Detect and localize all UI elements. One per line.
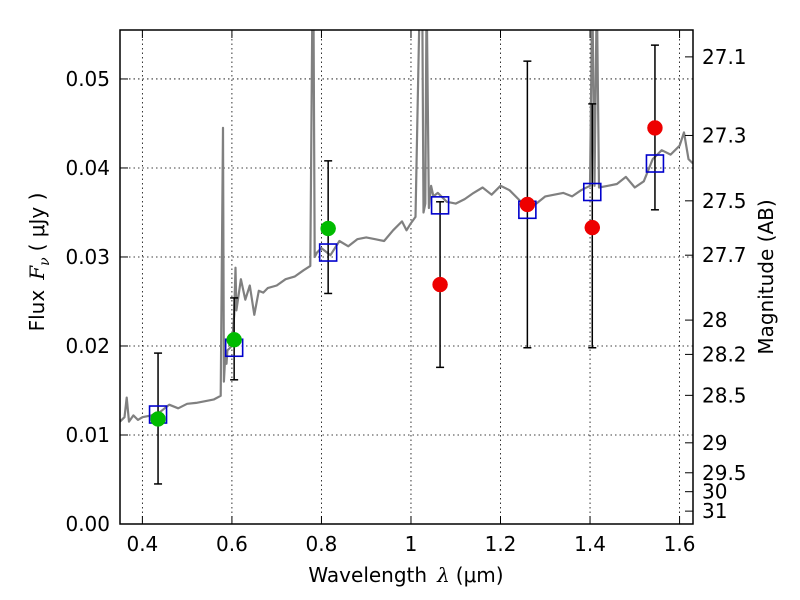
x-tick-label: 1: [405, 532, 418, 556]
mag-tick-label: 28.2: [702, 342, 747, 366]
mag-tick-label: 28.5: [702, 383, 747, 407]
detection-point: [320, 220, 336, 237]
x-tick-label: 0.4: [126, 532, 158, 556]
y-tick-label: 0.04: [65, 156, 110, 180]
mag-tick-label: 27.1: [702, 45, 747, 69]
y-tick-label: 0.03: [65, 245, 110, 269]
right-axis-title: Magnitude (AB): [754, 199, 778, 354]
model-photometry-square: [430, 196, 450, 215]
nondetection-point: [584, 219, 601, 236]
mag-tick-label: 29.5: [702, 461, 747, 485]
mag-tick-label: 29: [702, 431, 727, 455]
x-axis-title: Wavelength λ (μm): [308, 563, 503, 587]
y-tick-label: 0.01: [65, 423, 110, 447]
model-photometry-square: [318, 243, 338, 262]
x-tick-label: 1.6: [664, 532, 696, 556]
model-photometry-square: [645, 154, 665, 173]
x-tick-label: 1.4: [574, 532, 606, 556]
x-tick-label: 0.6: [216, 532, 248, 556]
x-tick-label: 1.2: [485, 532, 517, 556]
y-tick-label: 0.02: [65, 334, 110, 358]
mag-tick-label: 27.3: [702, 123, 747, 147]
spectrum-line: [120, 30, 693, 423]
nondetection-point: [432, 276, 448, 293]
model-photometry-square: [582, 182, 602, 202]
y-axis-title: FluxFν( μJy ): [25, 193, 53, 332]
grid: [120, 30, 693, 525]
plot-frame: [119, 29, 694, 525]
axes: 0.4 0.6 0.8 1 1.2 1.4 1.6 0.00 0.01 0.02 0.03 0.04 0…: [65, 30, 747, 556]
y-tick-label: 0.00: [65, 512, 110, 536]
nondetection-point: [647, 120, 663, 136]
detection-point: [150, 411, 166, 427]
mag-tick-label: 27.7: [702, 243, 747, 267]
mag-tick-label: 30: [702, 480, 727, 504]
plot-area: [120, 30, 693, 485]
mag-tick-label: 27.5: [702, 189, 747, 213]
detection-point: [226, 332, 242, 348]
mag-tick-label: 28: [702, 308, 727, 332]
nondetection-point: [519, 196, 536, 213]
y-tick-label: 0.05: [65, 67, 110, 91]
mag-tick-label: 31: [702, 499, 727, 523]
x-tick-label: 0.8: [306, 532, 338, 556]
